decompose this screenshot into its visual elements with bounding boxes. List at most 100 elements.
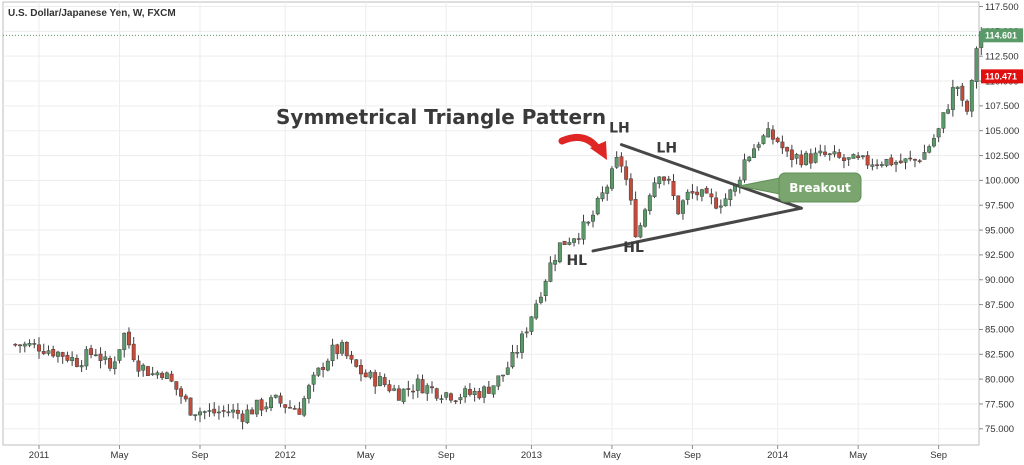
- candle: [430, 381, 434, 394]
- candle-body: [430, 386, 434, 389]
- price-badge: 110.471: [981, 69, 1023, 84]
- candle: [581, 214, 586, 245]
- candle: [415, 374, 420, 398]
- candle: [240, 410, 245, 430]
- candle: [813, 147, 818, 164]
- candle-body: [652, 182, 657, 197]
- arrow-head: [590, 141, 607, 160]
- candle-body: [491, 385, 496, 395]
- candle-body: [624, 166, 629, 180]
- pattern-point-label: HL: [623, 240, 644, 256]
- x-tick-label: May: [357, 450, 375, 461]
- candle-body: [406, 388, 411, 390]
- candle-body: [41, 351, 46, 354]
- candle: [335, 343, 340, 360]
- candle-body: [879, 164, 884, 166]
- candle-body: [600, 192, 605, 200]
- grid-lines: [2, 1, 980, 446]
- candle-body: [756, 144, 761, 148]
- candle-body: [108, 358, 112, 369]
- candle-body: [643, 209, 648, 227]
- candle: [884, 158, 889, 168]
- candle: [420, 374, 425, 394]
- candle-body: [439, 398, 444, 400]
- candle-body: [387, 384, 392, 392]
- candle-body: [936, 128, 941, 138]
- candle: [832, 145, 837, 158]
- candle: [349, 351, 354, 364]
- candle-body: [799, 154, 804, 166]
- candle: [401, 388, 406, 405]
- candle-body: [278, 395, 283, 404]
- candle-body: [117, 349, 122, 361]
- candle-body: [112, 361, 117, 369]
- candle: [913, 158, 917, 168]
- candle-body: [671, 181, 676, 197]
- candle: [477, 387, 482, 400]
- candle: [311, 371, 316, 392]
- candle-body: [127, 331, 131, 346]
- candle-body: [131, 343, 136, 361]
- candle-body: [169, 373, 174, 382]
- candle: [65, 351, 70, 363]
- candle: [250, 407, 255, 415]
- candle: [89, 344, 94, 359]
- candle-body: [775, 137, 780, 142]
- candle: [685, 189, 690, 205]
- candle-body: [704, 187, 709, 194]
- candle: [491, 385, 496, 398]
- candle-body: [591, 214, 595, 222]
- candle: [368, 370, 373, 380]
- candle: [37, 337, 41, 359]
- candle: [377, 372, 382, 387]
- candle-body: [666, 178, 671, 181]
- candle: [221, 405, 226, 418]
- candle-body: [316, 367, 321, 376]
- candle-body: [32, 343, 37, 345]
- candle-body: [321, 367, 326, 370]
- candle-body: [344, 341, 349, 357]
- candle: [969, 79, 974, 118]
- candle-body: [501, 374, 505, 377]
- candle-body: [354, 359, 359, 367]
- candle-body: [605, 186, 610, 194]
- candle-body: [496, 375, 501, 387]
- candle: [785, 146, 790, 157]
- candle: [894, 160, 898, 173]
- candle-body: [46, 350, 51, 354]
- candle: [226, 404, 231, 417]
- candle: [605, 184, 610, 201]
- candle: [889, 154, 894, 167]
- candle: [505, 361, 510, 376]
- y-tick-label: 77.500: [985, 399, 1014, 410]
- candle: [13, 343, 18, 347]
- candle-body: [193, 414, 198, 417]
- candle: [316, 367, 321, 377]
- candle-body: [103, 356, 108, 360]
- candle-body: [690, 191, 695, 194]
- candle: [164, 371, 169, 379]
- candle-body: [216, 411, 221, 414]
- candle-body: [662, 176, 666, 181]
- candle-body: [638, 225, 643, 238]
- candle: [752, 144, 756, 158]
- candle-body: [794, 154, 799, 159]
- candle: [93, 348, 98, 357]
- candle-body: [889, 157, 894, 166]
- candle-body: [657, 176, 662, 185]
- candle: [917, 159, 922, 164]
- candle-body: [55, 351, 60, 357]
- price-badge: 114.601: [981, 28, 1023, 43]
- candle: [486, 380, 491, 395]
- candle: [572, 237, 577, 247]
- candle-body: [37, 344, 41, 352]
- candle-body: [13, 343, 18, 346]
- candle: [856, 152, 861, 160]
- candle-body: [780, 141, 785, 149]
- candle-body: [264, 406, 269, 410]
- candle-body: [311, 374, 316, 385]
- candle: [955, 86, 960, 97]
- candle-body: [254, 399, 259, 415]
- candle-body: [676, 195, 681, 215]
- candle: [624, 160, 629, 186]
